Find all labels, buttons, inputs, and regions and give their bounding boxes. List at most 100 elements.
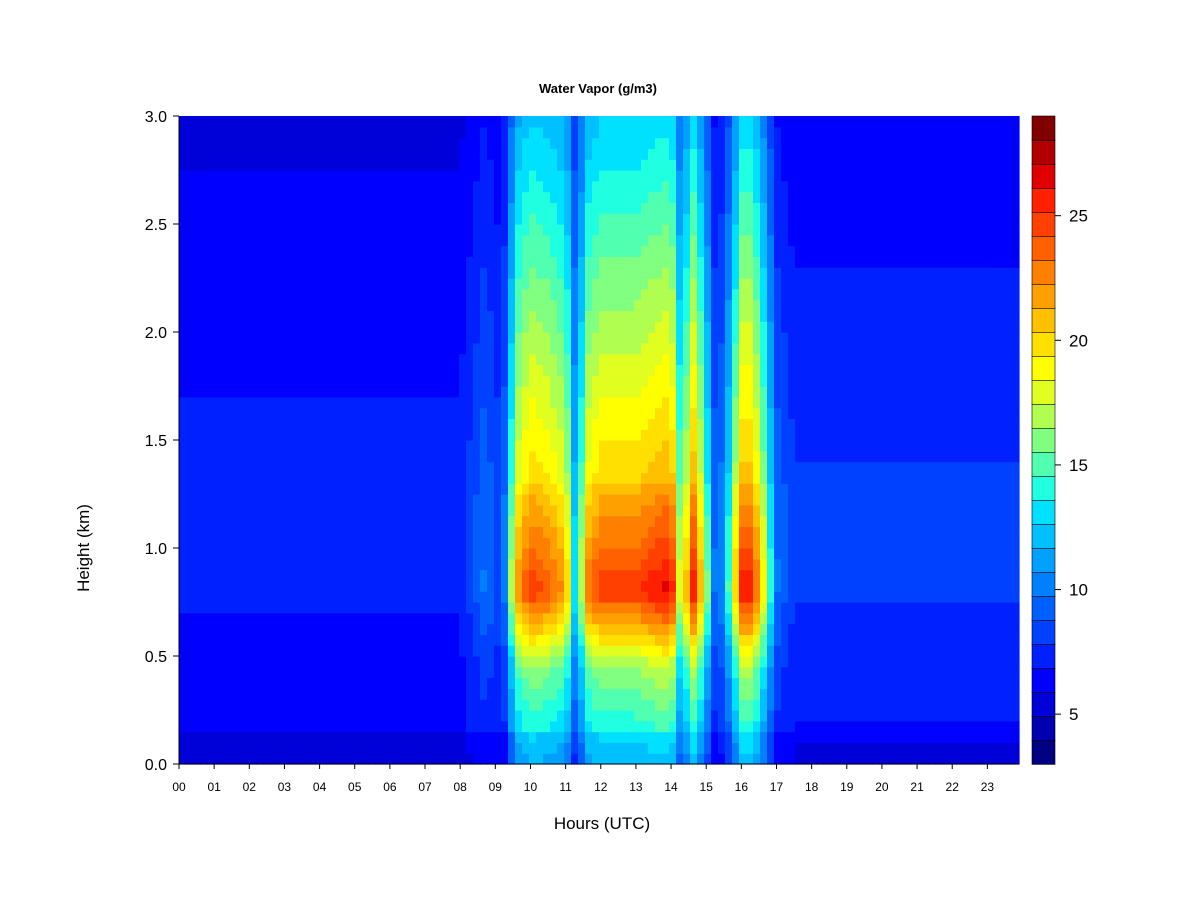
heatmap-cell bbox=[641, 407, 649, 419]
heatmap-cell bbox=[683, 159, 691, 171]
heatmap-cell bbox=[536, 202, 544, 214]
heatmap-cell bbox=[697, 202, 705, 214]
heatmap-cell bbox=[347, 342, 355, 355]
heatmap-cell bbox=[438, 656, 446, 668]
heatmap-cell bbox=[669, 645, 677, 657]
heatmap-cell bbox=[655, 623, 663, 635]
heatmap-cell bbox=[431, 148, 439, 160]
heatmap-cell bbox=[438, 267, 446, 279]
heatmap-cell bbox=[571, 472, 579, 484]
heatmap-cell bbox=[662, 321, 670, 333]
heatmap-cell bbox=[291, 645, 299, 657]
heatmap-cell bbox=[312, 245, 320, 257]
heatmap-cell bbox=[375, 483, 383, 495]
heatmap-cell bbox=[543, 159, 551, 171]
heatmap-cell bbox=[627, 504, 635, 517]
heatmap-cell bbox=[592, 515, 600, 527]
heatmap-cell bbox=[347, 720, 355, 733]
heatmap-cell bbox=[396, 159, 404, 171]
heatmap-cell bbox=[473, 429, 481, 441]
heatmap-cell bbox=[592, 245, 600, 257]
heatmap-cell bbox=[634, 213, 642, 225]
heatmap-cell bbox=[228, 548, 236, 560]
heatmap-cell bbox=[550, 332, 558, 344]
heatmap-cell bbox=[235, 180, 243, 193]
heatmap-cell bbox=[431, 180, 439, 193]
heatmap-cell bbox=[746, 569, 754, 581]
heatmap-cell bbox=[235, 224, 243, 236]
heatmap-cell bbox=[480, 623, 488, 635]
heatmap-cell bbox=[753, 116, 761, 128]
heatmap-cell bbox=[347, 688, 355, 700]
heatmap-cell bbox=[179, 515, 187, 527]
heatmap-cell bbox=[669, 494, 677, 506]
heatmap-cell bbox=[242, 666, 250, 679]
heatmap-cell bbox=[613, 504, 621, 517]
heatmap-cell bbox=[284, 645, 292, 657]
heatmap-cell bbox=[291, 407, 299, 419]
heatmap-cell bbox=[396, 515, 404, 527]
heatmap-cell bbox=[277, 126, 285, 139]
heatmap-cell bbox=[508, 526, 516, 538]
heatmap-cell bbox=[571, 688, 579, 700]
heatmap-cell bbox=[214, 375, 222, 387]
heatmap-cell bbox=[613, 472, 621, 484]
heatmap-cell bbox=[536, 504, 544, 517]
heatmap-cell bbox=[746, 418, 754, 430]
heatmap-cell bbox=[543, 321, 551, 333]
heatmap-cell bbox=[438, 710, 446, 722]
heatmap-cell bbox=[536, 558, 544, 571]
heatmap-cell bbox=[459, 386, 467, 398]
heatmap-cell bbox=[445, 591, 453, 603]
heatmap-cell bbox=[193, 634, 201, 646]
heatmap-cell bbox=[641, 224, 649, 236]
heatmap-cell bbox=[193, 450, 201, 463]
heatmap-cell bbox=[235, 386, 243, 398]
heatmap-cell bbox=[424, 720, 432, 733]
heatmap-cell bbox=[627, 332, 635, 344]
heatmap-cell bbox=[655, 472, 663, 484]
heatmap-cell bbox=[354, 159, 362, 171]
heatmap-cell bbox=[746, 364, 754, 376]
heatmap-cell bbox=[683, 137, 691, 149]
heatmap-cell bbox=[487, 602, 495, 614]
heatmap-cell bbox=[354, 558, 362, 571]
heatmap-cell bbox=[648, 526, 656, 538]
heatmap-cell bbox=[375, 234, 383, 247]
heatmap-cell bbox=[585, 364, 593, 376]
heatmap-cell bbox=[242, 213, 250, 225]
heatmap-cell bbox=[382, 386, 390, 398]
heatmap-cell bbox=[200, 450, 208, 463]
heatmap-cell bbox=[753, 612, 761, 625]
heatmap-cell bbox=[263, 342, 271, 355]
heatmap-cell bbox=[515, 126, 523, 139]
heatmap-cell bbox=[718, 699, 726, 711]
heatmap-cell bbox=[627, 310, 635, 322]
heatmap-cell bbox=[543, 213, 551, 225]
heatmap-cell bbox=[410, 364, 418, 376]
heatmap-cell bbox=[214, 494, 222, 506]
heatmap-cell bbox=[599, 224, 607, 236]
heatmap-cell bbox=[662, 245, 670, 257]
heatmap-cell bbox=[200, 548, 208, 560]
heatmap-cell bbox=[585, 461, 593, 473]
heatmap-cell bbox=[340, 170, 348, 182]
heatmap-cell bbox=[690, 688, 698, 700]
heatmap-cell bbox=[228, 612, 236, 625]
heatmap-cell bbox=[669, 375, 677, 387]
heatmap-cell bbox=[319, 159, 327, 171]
heatmap-cell bbox=[487, 278, 495, 290]
heatmap-cell bbox=[347, 591, 355, 603]
heatmap-cell bbox=[732, 234, 740, 247]
heatmap-cell bbox=[683, 461, 691, 473]
heatmap-cell bbox=[179, 450, 187, 463]
heatmap-cell bbox=[291, 342, 299, 355]
heatmap-cell bbox=[193, 364, 201, 376]
heatmap-cell bbox=[536, 364, 544, 376]
heatmap-cell bbox=[298, 321, 306, 333]
heatmap-cell bbox=[711, 170, 719, 182]
heatmap-cell bbox=[417, 364, 425, 376]
heatmap-cell bbox=[249, 753, 257, 765]
heatmap-cell bbox=[564, 591, 572, 603]
heatmap-cell bbox=[578, 278, 586, 290]
